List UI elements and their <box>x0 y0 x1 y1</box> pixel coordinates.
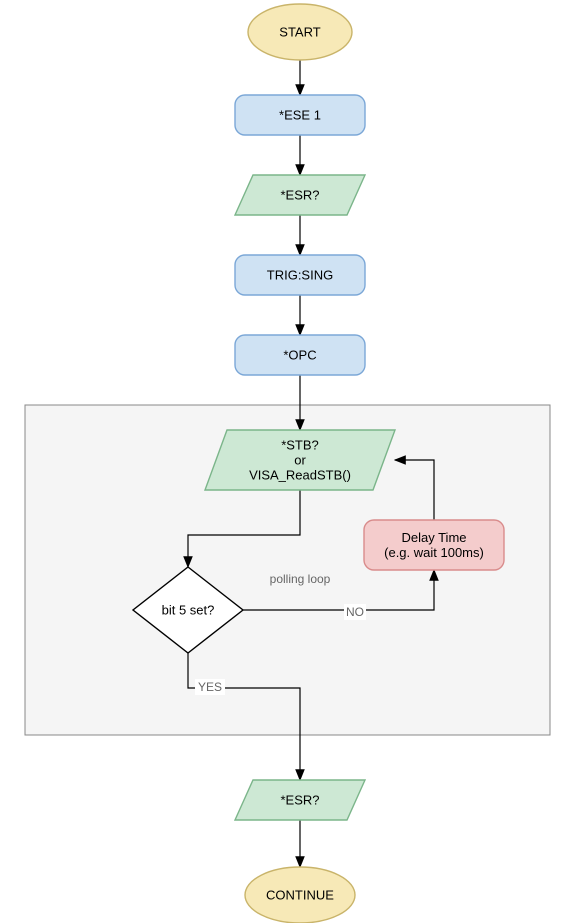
flowchart-canvas: NO YES START *ESE 1 *ESR? TRIG:SING *OPC *STB?… <box>0 0 561 923</box>
delay-label-line0: Delay Time <box>401 530 466 545</box>
delay-label-line1: (e.g. wait 100ms) <box>384 545 484 560</box>
opc-label-line0: *OPC <box>283 347 316 362</box>
esr2-label-line0: *ESR? <box>280 792 319 807</box>
trig-label-line0: TRIG:SING <box>267 267 333 282</box>
stb-label-line2: VISA_ReadSTB() <box>249 467 351 482</box>
stb-label-line0: *STB? <box>281 437 319 452</box>
edge-label-no: NO <box>346 605 364 619</box>
continue-label: CONTINUE <box>266 887 334 902</box>
stb-label-line1: or <box>294 452 306 467</box>
ese1-label-line0: *ESE 1 <box>279 107 321 122</box>
start-label: START <box>279 24 320 39</box>
annotation-0: polling loop <box>270 572 331 586</box>
decision-label-line0: bit 5 set? <box>162 602 215 617</box>
esr1-label-line0: *ESR? <box>280 187 319 202</box>
edge-label-yes: YES <box>198 680 222 694</box>
